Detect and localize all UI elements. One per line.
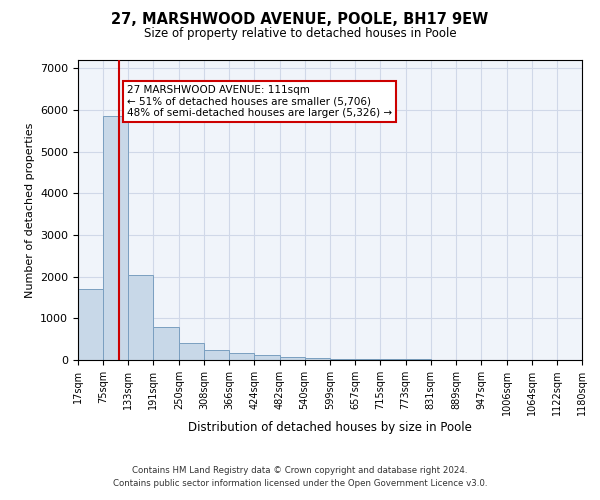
Text: 27 MARSHWOOD AVENUE: 111sqm
← 51% of detached houses are smaller (5,706)
48% of : 27 MARSHWOOD AVENUE: 111sqm ← 51% of det… — [127, 85, 392, 118]
Bar — [355, 359, 380, 360]
Bar — [103, 116, 128, 360]
Bar — [78, 289, 103, 360]
Bar — [204, 350, 229, 360]
Bar — [229, 354, 254, 360]
Bar — [305, 358, 330, 360]
Bar — [330, 359, 355, 360]
Text: Contains HM Land Registry data © Crown copyright and database right 2024.
Contai: Contains HM Land Registry data © Crown c… — [113, 466, 487, 487]
Bar — [254, 356, 280, 360]
Bar — [154, 326, 179, 360]
X-axis label: Distribution of detached houses by size in Poole: Distribution of detached houses by size … — [188, 421, 472, 434]
Text: 27, MARSHWOOD AVENUE, POOLE, BH17 9EW: 27, MARSHWOOD AVENUE, POOLE, BH17 9EW — [112, 12, 488, 28]
Bar — [280, 357, 305, 360]
Text: Size of property relative to detached houses in Poole: Size of property relative to detached ho… — [143, 28, 457, 40]
Y-axis label: Number of detached properties: Number of detached properties — [25, 122, 35, 298]
Bar — [380, 359, 406, 360]
Bar — [128, 274, 154, 360]
Bar — [179, 342, 204, 360]
